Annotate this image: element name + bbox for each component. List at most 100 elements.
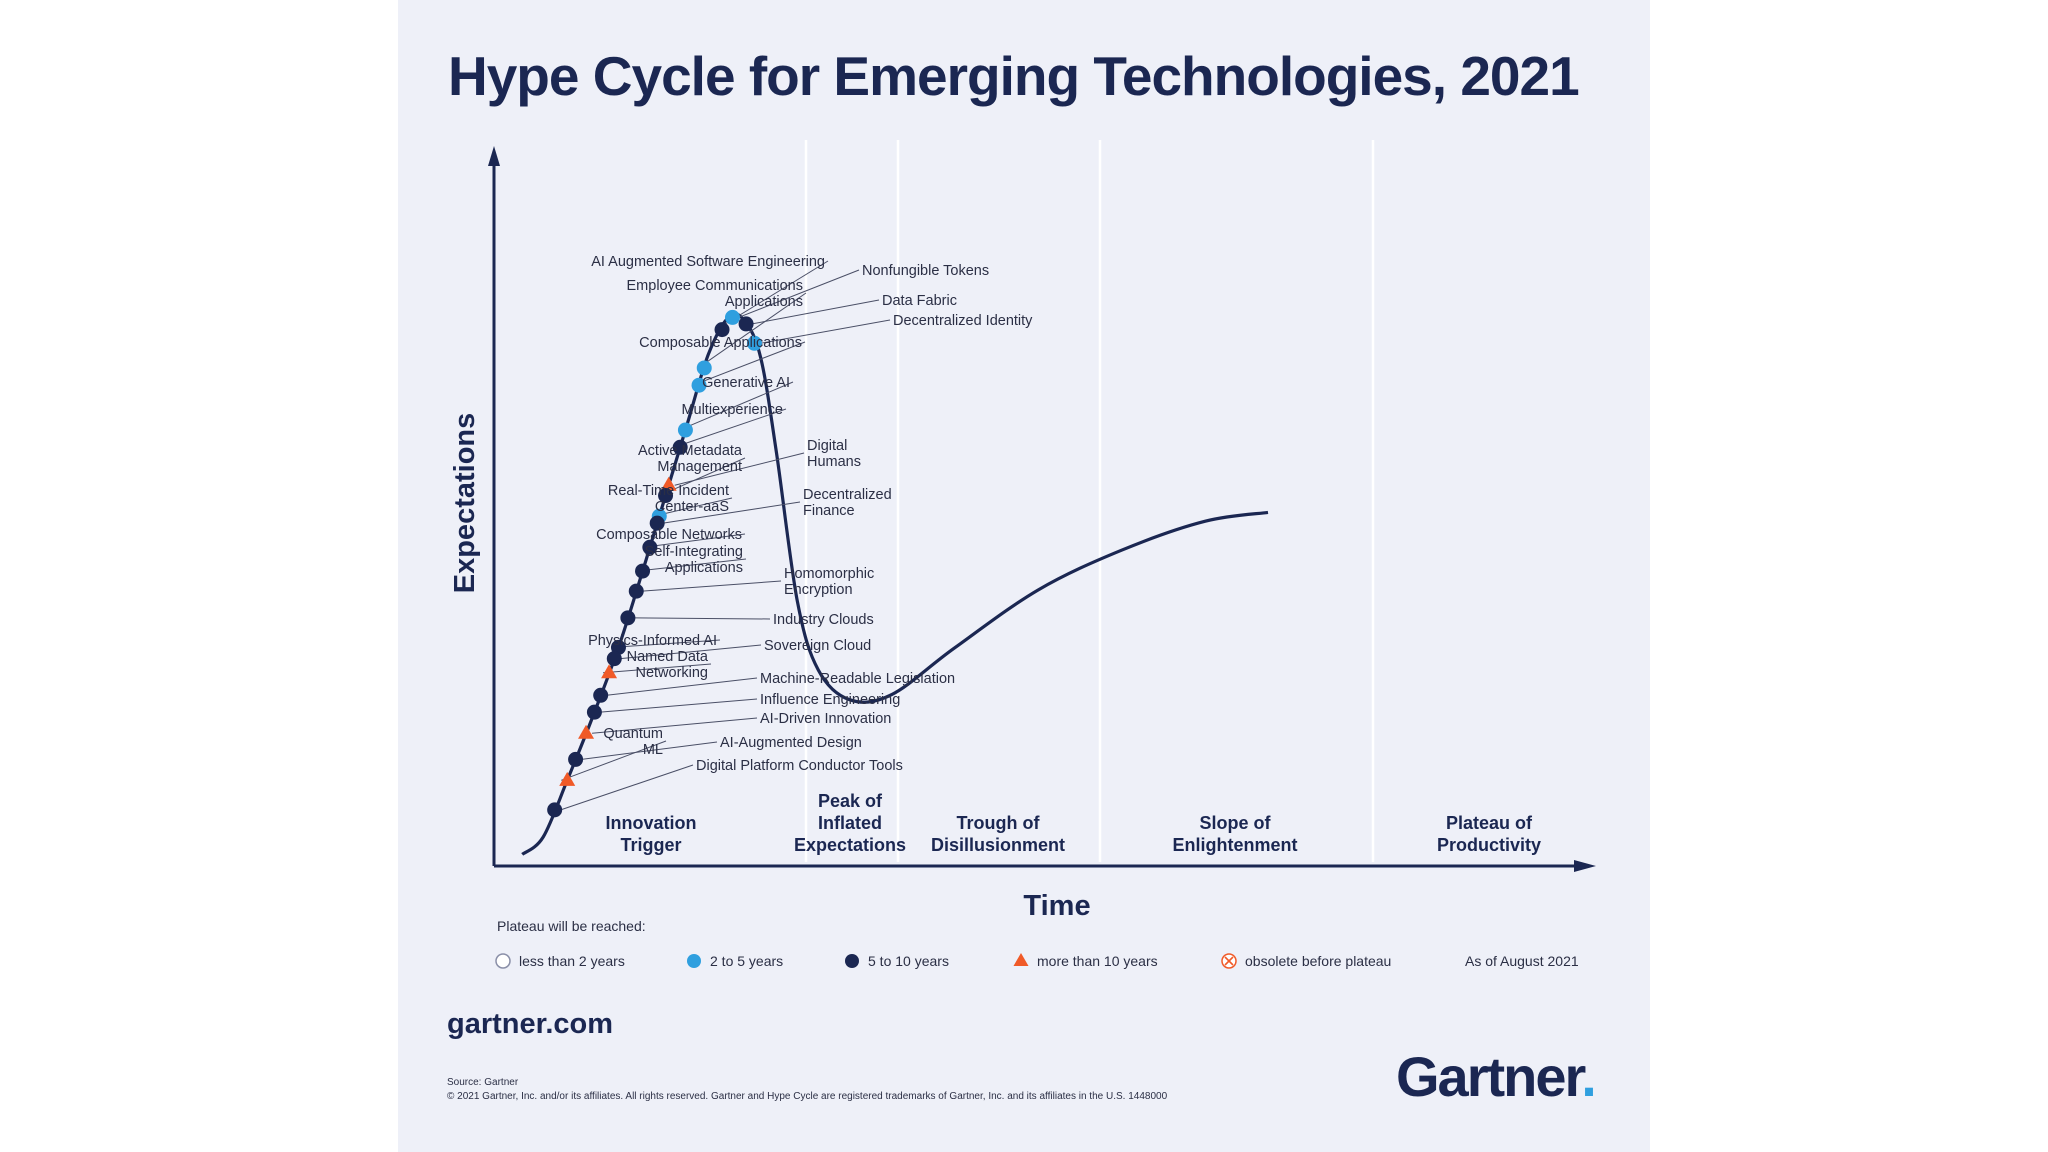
marker-homomorphic-encryption <box>628 583 644 599</box>
marker-nonfungible-tokens <box>724 309 740 325</box>
leader-decentralized-finance <box>663 501 801 524</box>
leader-digital-platform-conductor-tools <box>560 764 694 811</box>
label-nonfungible-tokens: Nonfungible Tokens <box>862 263 989 279</box>
marker-digital-humans <box>660 476 677 491</box>
legend: Plateau will be reached: less than 2 yea… <box>495 918 1579 969</box>
legend-label-more-than-10-years: more than 10 years <box>1037 953 1158 969</box>
technology-labels: AI Augmented Software Engineering Nonfung… <box>588 254 1033 774</box>
marker-digital-platform-conductor-tools <box>547 802 563 818</box>
leader-decentralized-identity <box>760 319 891 344</box>
marker-quantum-ml <box>559 771 576 786</box>
legend-marker-more-than-10-years <box>1013 953 1029 966</box>
as-of-date: As of August 2021 <box>1465 953 1579 969</box>
copyright-line: © 2021 Gartner, Inc. and/or its affiliat… <box>447 1091 1168 1102</box>
leader-employee-communications-applications <box>697 292 807 369</box>
marker-influence-engineering <box>586 704 602 720</box>
x-axis-arrow <box>1574 860 1596 872</box>
marker-ai-augmented-design <box>568 751 584 767</box>
legend-label-less-than-2-years: less than 2 years <box>519 953 625 969</box>
label-decentralized-finance: Decentralized Finance <box>803 487 892 519</box>
label-multiexperience: Multiexperience <box>681 402 783 418</box>
marker-decentralized-finance <box>649 515 665 531</box>
label-quantum-ml: Quantum ML <box>603 726 663 758</box>
phase-label-innovation-trigger: Innovation Trigger <box>606 813 697 855</box>
phase-label-slope-of-enlightenment: Slope of Enlightenment <box>1173 813 1298 855</box>
leader-ai-augmented-design <box>581 741 718 760</box>
legend-label-2-to-5-years: 2 to 5 years <box>710 953 783 969</box>
marker-ai-driven-innovation <box>578 724 595 739</box>
label-machine-readable-legislation: Machine-Readable Legislation <box>760 671 955 687</box>
leader-real-time-incident-center-aas <box>653 497 733 517</box>
legend-marker-5-to-10-years <box>845 954 859 968</box>
leader-sovereign-cloud <box>620 644 762 660</box>
marker-employee-communications-applications <box>696 360 712 376</box>
leader-self-integrating-applications <box>636 558 747 572</box>
technology-markers <box>547 309 762 818</box>
label-composable-networks: Composable Networks <box>596 527 742 543</box>
marker-generative-ai <box>677 422 693 438</box>
marker-multiexperience <box>672 439 688 455</box>
y-axis-label: Expectations <box>449 413 481 594</box>
leader-ai-driven-innovation <box>592 717 758 734</box>
label-industry-clouds: Industry Clouds <box>773 612 874 628</box>
label-data-fabric: Data Fabric <box>882 293 957 309</box>
leader-machine-readable-legislation <box>606 677 758 696</box>
phase-label-trough-of-disillusionment: Trough of Disillusionment <box>931 813 1065 855</box>
phase-labels: Innovation Trigger Peak of Inflated Expectat… <box>606 791 1542 855</box>
label-physics-informed-ai: Physics-Informed AI <box>588 633 717 649</box>
leader-data-fabric <box>751 299 880 325</box>
phase-label-plateau-of-productivity: Plateau of Productivity <box>1437 813 1541 855</box>
phase-label-peak-of-inflated-expectations: Peak of Inflated Expectations <box>794 791 906 855</box>
leader-named-data-networking <box>603 663 712 674</box>
marker-sovereign-cloud <box>606 651 622 667</box>
phase-dividers <box>804 140 1375 862</box>
label-influence-engineering: Influence Engineering <box>760 692 900 708</box>
leader-nonfungible-tokens <box>738 269 860 318</box>
leader-composable-networks <box>643 533 746 548</box>
label-sovereign-cloud: Sovereign Cloud <box>764 638 871 654</box>
marker-self-integrating-applications <box>635 563 651 579</box>
marker-machine-readable-legislation <box>593 687 609 703</box>
label-real-time-incident-center-aas: Real-Time Incident Center-aaS <box>608 483 729 515</box>
leader-industry-clouds <box>633 617 771 620</box>
leader-homomorphic-encryption <box>642 580 782 592</box>
leader-generative-ai <box>679 381 794 431</box>
label-ai-augmented-software-engineering: AI Augmented Software Engineering <box>591 254 825 270</box>
label-ai-augmented-design: AI-Augmented Design <box>720 735 862 751</box>
brand-mark: . <box>1581 1045 1597 1108</box>
leader-lines <box>560 260 891 811</box>
label-employee-communications-applications: Employee Communications Applications <box>627 278 804 310</box>
label-composable-applications: Composable Applications <box>639 335 802 351</box>
marker-industry-clouds <box>620 610 636 626</box>
label-homomorphic-encryption: Homomorphic Encryption <box>784 566 874 598</box>
source-line: Source: Gartner <box>447 1077 519 1088</box>
axes <box>488 146 1596 872</box>
leader-multiexperience <box>674 408 787 448</box>
label-named-data-networking: Named Data Networking <box>627 649 709 681</box>
chart-title: Hype Cycle for Emerging Technologies, 20… <box>448 45 1580 107</box>
label-active-metadata-management: Active Metadata Management <box>638 443 743 475</box>
label-ai-driven-innovation: AI-Driven Innovation <box>760 711 891 727</box>
label-decentralized-identity: Decentralized Identity <box>893 313 1033 329</box>
x-axis-label: Time <box>1023 890 1090 922</box>
leader-influence-engineering <box>600 698 758 713</box>
marker-composable-applications <box>691 377 707 393</box>
legend-title: Plateau will be reached: <box>497 918 646 934</box>
legend-items: less than 2 years 2 to 5 years 5 to 10 yea… <box>495 953 1391 969</box>
leader-quantum-ml <box>561 740 667 781</box>
marker-ai-augmented-software-engineering <box>714 322 730 338</box>
label-self-integrating-applications: Self-Integrating Applications <box>645 544 743 576</box>
legend-marker-less-than-2-years <box>495 953 511 969</box>
label-digital-humans: Digital Humans <box>807 438 861 470</box>
legend-label-5-to-10-years: 5 to 10 years <box>868 953 949 969</box>
brand-wordmark: Gartner <box>1396 1045 1583 1108</box>
marker-named-data-networking <box>601 664 618 679</box>
label-generative-ai: Generative AI <box>702 375 790 391</box>
marker-composable-networks <box>642 539 658 555</box>
legend-marker-2-to-5-years <box>687 954 701 968</box>
legend-marker-obsolete-before-plateau <box>1221 953 1237 969</box>
site-link[interactable]: gartner.com <box>447 1008 613 1040</box>
leader-physics-informed-ai <box>612 639 721 648</box>
source-note: Source: Gartner © 2021 Gartner, Inc. and… <box>447 1076 1167 1104</box>
